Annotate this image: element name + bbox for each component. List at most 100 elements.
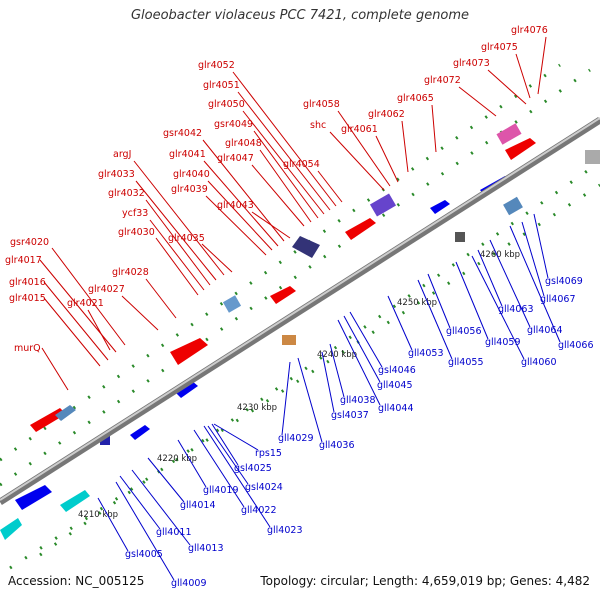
- gene-label-forward[interactable]: gsr4020: [10, 237, 49, 248]
- gene-label-reverse[interactable]: gll4013: [188, 543, 224, 554]
- gene-label-forward[interactable]: glr4065: [397, 93, 434, 104]
- gene-label-reverse[interactable]: gll4014: [180, 500, 216, 511]
- gene-label-forward[interactable]: glr4043: [217, 200, 254, 211]
- gene-leader-line: [213, 423, 259, 451]
- gene-label-forward[interactable]: gsr4042: [163, 128, 202, 139]
- gene-leader-line: [431, 104, 437, 153]
- gene-leader-line: [337, 319, 381, 406]
- gene-leader-line: [321, 351, 335, 413]
- gene-label-forward[interactable]: glr4073: [453, 58, 490, 69]
- gene-box[interactable]: [585, 150, 600, 164]
- gene-label-reverse[interactable]: gll4038: [340, 395, 376, 406]
- gene-label-reverse[interactable]: gsl4037: [331, 410, 369, 421]
- gene-label-reverse[interactable]: gsl4005: [125, 549, 163, 560]
- gene-label-forward[interactable]: glr4016: [9, 277, 46, 288]
- gene-label-reverse[interactable]: gll4059: [485, 337, 521, 348]
- gene-arrow[interactable]: [292, 236, 320, 258]
- gene-label-forward[interactable]: argJ: [113, 149, 131, 160]
- gene-label-reverse[interactable]: gll4066: [558, 340, 594, 351]
- gene-label-forward[interactable]: glr4072: [424, 75, 461, 86]
- gene-arrow[interactable]: [170, 338, 208, 365]
- gene-leader-line: [343, 315, 381, 383]
- gene-label-forward[interactable]: shc: [310, 120, 326, 131]
- gene-leader-line: [87, 309, 111, 351]
- gene-leader-line: [401, 120, 409, 173]
- gene-label-reverse[interactable]: gll4045: [377, 380, 413, 391]
- gene-label-forward[interactable]: glr4048: [225, 138, 262, 149]
- gene-label-forward[interactable]: glr4061: [341, 124, 378, 135]
- gene-label-forward[interactable]: glr4050: [208, 99, 245, 110]
- gene-label-reverse[interactable]: gll4055: [448, 357, 484, 368]
- gene-arrow[interactable]: [345, 218, 376, 240]
- gene-label-forward[interactable]: glr4017: [5, 255, 42, 266]
- gene-label-forward[interactable]: glr4054: [283, 159, 320, 170]
- gene-arrow[interactable]: [60, 490, 90, 512]
- gene-label-reverse[interactable]: gll4064: [527, 325, 563, 336]
- gene-label-forward[interactable]: glr4035: [168, 233, 205, 244]
- gene-leader-line: [417, 279, 453, 360]
- gene-label-forward[interactable]: glr4062: [368, 109, 405, 120]
- gene-label-forward[interactable]: glr4047: [217, 153, 254, 164]
- gene-label-reverse[interactable]: gll4067: [540, 294, 576, 305]
- gene-leader-line: [515, 53, 531, 99]
- gene-leader-line: [193, 429, 245, 508]
- gene-label-forward[interactable]: glr4058: [303, 99, 340, 110]
- gene-label-reverse[interactable]: gll4029: [278, 433, 314, 444]
- gene-label-reverse[interactable]: rps15: [255, 448, 282, 459]
- gene-label-reverse[interactable]: gll4063: [498, 304, 534, 315]
- gene-label-reverse[interactable]: gsl4025: [234, 463, 272, 474]
- gene-arrow[interactable]: [0, 518, 22, 540]
- gene-label-reverse[interactable]: gll4036: [319, 440, 355, 451]
- gene-label-reverse[interactable]: gsl4069: [545, 276, 583, 287]
- gene-box[interactable]: [503, 196, 523, 216]
- gene-arrow[interactable]: [15, 485, 52, 510]
- gene-box[interactable]: [282, 335, 296, 345]
- gene-label-forward[interactable]: glr4015: [9, 293, 46, 304]
- gene-leader-line: [455, 261, 489, 340]
- gene-arrow[interactable]: [175, 381, 198, 398]
- gene-label-forward[interactable]: glr4021: [67, 298, 104, 309]
- gene-leader-line: [203, 425, 271, 528]
- gene-label-forward[interactable]: glr4039: [171, 184, 208, 195]
- gene-label-forward[interactable]: glr4076: [511, 25, 548, 36]
- gene-box[interactable]: [100, 435, 110, 445]
- gene-label-forward[interactable]: glr4032: [108, 188, 145, 199]
- gene-leader-line: [521, 221, 545, 297]
- gene-label-forward[interactable]: glr4075: [481, 42, 518, 53]
- gene-label-reverse[interactable]: gll4056: [446, 326, 482, 337]
- gene-label-forward[interactable]: glr4030: [118, 227, 155, 238]
- gene-label-reverse[interactable]: gsl4024: [245, 482, 283, 493]
- gene-label-reverse[interactable]: gll4009: [171, 578, 207, 589]
- gene-label-forward[interactable]: glr4033: [98, 169, 135, 180]
- gene-leader-line: [201, 243, 233, 273]
- gene-leader-line: [207, 180, 273, 251]
- gene-leader-line: [509, 225, 561, 343]
- gene-label-forward[interactable]: murQ: [14, 343, 41, 354]
- gene-label-forward[interactable]: glr4028: [112, 267, 149, 278]
- gene-label-reverse[interactable]: gll4019: [203, 485, 239, 496]
- gene-label-forward[interactable]: glr4051: [203, 80, 240, 91]
- gene-leader-line: [211, 423, 239, 466]
- gene-box[interactable]: [455, 232, 465, 242]
- gene-label-reverse[interactable]: gll4023: [267, 525, 303, 536]
- gene-label-forward[interactable]: glr4041: [169, 149, 206, 160]
- gene-label-reverse[interactable]: gsl4046: [378, 365, 416, 376]
- gene-label-forward[interactable]: glr4052: [198, 60, 235, 71]
- gene-box[interactable]: [496, 123, 522, 145]
- gene-label-forward[interactable]: glr4027: [88, 284, 125, 295]
- gene-label-reverse[interactable]: gll4044: [378, 403, 414, 414]
- gene-box[interactable]: [369, 193, 397, 217]
- gene-leader-line: [458, 86, 497, 117]
- gene-label-forward[interactable]: ycf33: [122, 208, 148, 219]
- gene-arrow[interactable]: [130, 425, 150, 440]
- gene-arrow[interactable]: [430, 200, 450, 214]
- gene-box[interactable]: [222, 295, 242, 313]
- gene-arrow[interactable]: [270, 286, 296, 304]
- gene-label-forward[interactable]: glr4040: [173, 169, 210, 180]
- gene-arrow[interactable]: [505, 138, 536, 160]
- gene-label-reverse[interactable]: gll4053: [408, 348, 444, 359]
- gene-label-forward[interactable]: gsr4049: [214, 119, 253, 130]
- gene-label-reverse[interactable]: gll4060: [521, 357, 557, 368]
- gene-arrow[interactable]: [55, 405, 76, 421]
- gene-label-reverse[interactable]: gll4011: [156, 527, 192, 538]
